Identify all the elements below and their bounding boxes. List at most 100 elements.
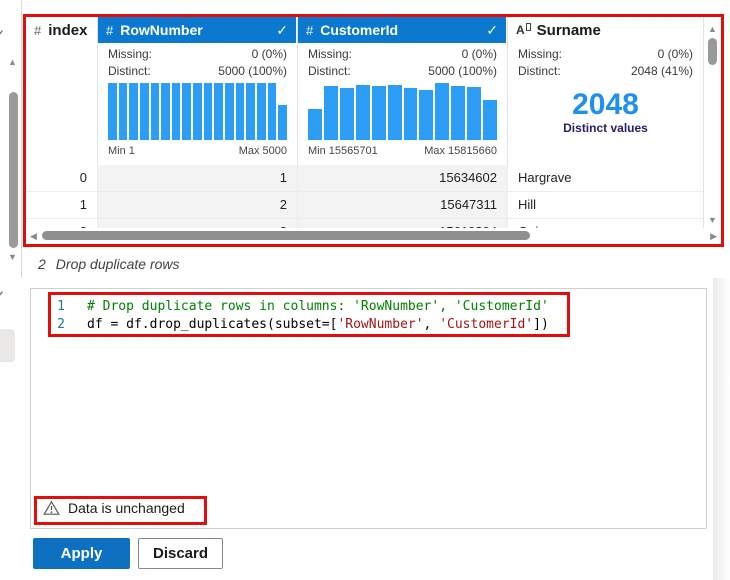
grid-horizontal-scrollbar[interactable]: ◀ ▶ [26,228,721,244]
panel-scroll-shadow [713,278,730,580]
column-header-customerid[interactable]: # CustomerId ✓ [298,17,506,43]
step-number: 2 [38,256,46,272]
column-headers: # index # RowNumber ✓ Missing: 0 (0%) Dis… [26,17,721,165]
table-cell[interactable]: 15647311 [298,192,508,219]
table-cell[interactable]: 0 [26,165,98,192]
histogram-bar [467,87,482,140]
column-surname: A Surname Missing: 0 (0%) Distinct: 2048 (… [508,17,703,165]
column-title: index [48,21,88,39]
code-segment: , [423,317,440,332]
left-panel-edge: ✓ ▲ ▼ ✓ [0,0,23,580]
histogram-bar [171,83,181,140]
discard-button[interactable]: Discard [138,538,223,569]
table-cell[interactable]: 2 [26,219,98,228]
column-index: # index [26,17,98,165]
warning-text: Data is unchanged [68,500,185,516]
column-customerid: # CustomerId ✓ Missing: 0 (0%) Distinct: 5… [298,17,508,165]
scroll-up-icon[interactable]: ▲ [708,24,717,34]
table-cell[interactable]: 15634602 [298,165,508,192]
table-cell[interactable]: 2 [98,192,298,219]
table-cell[interactable]: 1 [98,165,298,192]
histogram-bar [323,86,338,140]
code-editor[interactable]: 1 # Drop duplicate rows in columns: 'RowN… [30,288,707,529]
panel-button-edge[interactable] [0,329,15,362]
code-segment: df = df.drop_duplicates(subset=[ [87,317,338,332]
vertical-scrollbar-thumb[interactable] [9,92,18,248]
table-cell[interactable]: Onio [508,219,703,228]
column-header-index[interactable]: # index [26,17,97,43]
panel-divider [21,0,22,277]
table-cell[interactable]: Hill [508,192,703,219]
scroll-right-icon[interactable]: ▶ [710,231,717,241]
histogram-bar [419,90,434,140]
distinct-label: Distinct: [308,64,351,78]
code-segment: ]) [533,317,549,332]
column-title: RowNumber [120,22,203,38]
step-check-icon: ✓ [0,26,6,44]
missing-label: Missing: [108,47,153,61]
scroll-left-icon[interactable]: ◀ [30,231,37,241]
scroll-down-icon[interactable]: ▼ [708,215,717,225]
max-label: Max 15815660 [424,145,497,157]
grid-vertical-scrollbar[interactable]: ▲ ▼ [703,17,721,228]
line-number: 1 [57,299,65,314]
distinct-value: 5000 (100%) [218,64,287,78]
table-cell[interactable]: 15619304 [298,219,508,228]
code-segment: 'CustomerId' [439,317,534,332]
histogram-bar [235,83,245,140]
table-cell[interactable]: 3 [98,219,298,228]
histogram-bar [267,83,277,140]
vertical-scrollbar-thumb[interactable] [708,38,717,65]
distinct-count-label: Distinct values [563,121,648,135]
histogram-bar [256,83,266,140]
table-body: 0115634602Hargrave1215647311Hill23156193… [26,165,721,228]
max-label: Max 5000 [238,145,287,157]
selected-check-icon: ✓ [486,21,498,38]
histogram-bar [387,85,402,140]
histogram-bar [182,83,192,140]
step-title-row: 2 Drop duplicate rows [38,256,180,272]
histogram-bar [308,108,322,140]
histogram-bar [139,83,149,140]
column-title: Surname [536,21,601,39]
scroll-up-icon[interactable]: ▲ [8,57,17,67]
column-stats: Missing: 0 (0%) Distinct: 2048 (41%) [508,43,703,83]
distinct-values-summary: 2048 Distinct values [508,88,703,136]
horizontal-scrollbar-thumb[interactable] [42,231,530,240]
customerid-histogram [308,83,498,143]
data-grid-annotation-box: # index # RowNumber ✓ Missing: 0 (0%) Dis… [23,14,724,247]
table-row: 1 2 15647311 Hill [26,192,721,219]
text-type-icon: A [516,23,525,37]
histogram-bar [214,83,224,140]
histogram-bar [403,87,418,140]
code-lines: 1 # Drop duplicate rows in columns: 'RowN… [31,298,706,334]
code-line: 2 df = df.drop_duplicates(subset=['RowNum… [31,316,706,334]
histogram-bar [246,83,255,140]
min-label: Min 15565701 [308,145,378,157]
scroll-down-icon[interactable]: ▼ [8,252,17,262]
distinct-count: 2048 [572,88,639,121]
column-header-surname[interactable]: A Surname [508,17,703,43]
column-header-rownumber[interactable]: # RowNumber ✓ [98,17,296,43]
column-title: CustomerId [320,22,399,38]
histogram-bar [483,99,498,140]
histogram-bar [193,83,202,140]
number-type-icon: # [306,22,314,38]
histogram-bar [451,86,466,140]
code-line: 1 # Drop duplicate rows in columns: 'RowN… [31,298,706,316]
warning-icon [43,500,60,515]
histogram-bar [278,104,287,140]
histogram-bar [371,86,386,140]
table-cell[interactable]: 1 [26,192,98,219]
apply-button[interactable]: Apply [33,538,130,569]
number-type-icon: # [106,22,114,38]
step-title: Drop duplicate rows [55,256,180,272]
number-type-icon: # [34,22,42,38]
table-row: 2315619304Onio [26,219,721,228]
missing-value: 0 (0%) [461,47,497,61]
missing-label: Missing: [518,47,563,61]
code-segment: 'RowNumber' [337,317,424,332]
histogram-bar [339,88,354,140]
histogram-bar [203,83,213,140]
table-cell[interactable]: Hargrave [508,165,703,192]
